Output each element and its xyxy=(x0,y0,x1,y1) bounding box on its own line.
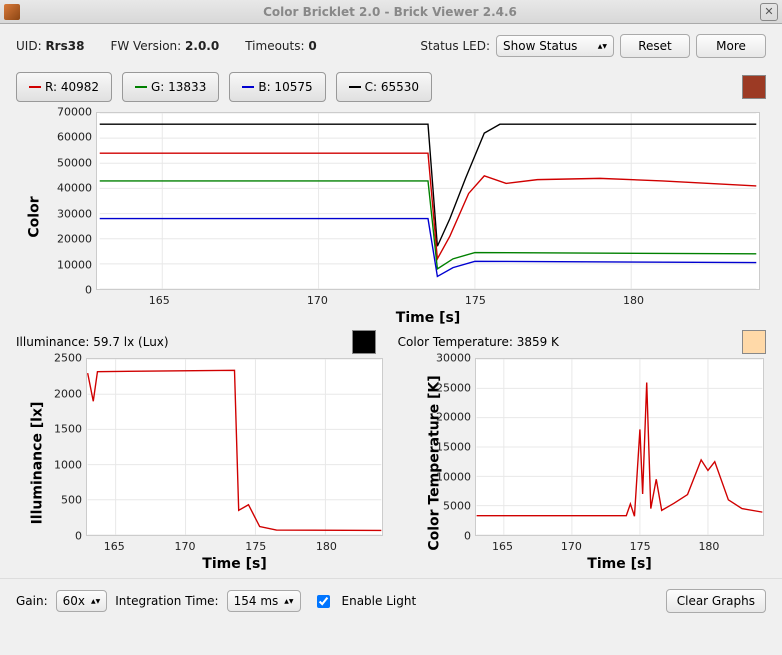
color-swatch xyxy=(742,75,766,99)
g-value-button[interactable]: G: 13833 xyxy=(122,72,219,102)
mid-row: Illuminance: 59.7 lx (Lux) Color Tempera… xyxy=(0,322,782,358)
gain-select[interactable]: 60x ▲▼ xyxy=(56,590,108,612)
info-row: UID: Rrs38 FW Version: 2.0.0 Timeouts: 0… xyxy=(0,24,782,64)
illum-ylabel: Illuminance [lx] xyxy=(29,402,45,525)
it-label: Integration Time: xyxy=(115,594,218,608)
enable-light-checkbox[interactable] xyxy=(317,595,330,608)
b-dash-icon xyxy=(242,86,254,88)
bottom-charts: Illuminance [lx] 05001000150020002500165… xyxy=(0,358,782,568)
chevron-updown-icon: ▲▼ xyxy=(91,599,100,604)
chevron-updown-icon: ▲▼ xyxy=(284,599,293,604)
more-button[interactable]: More xyxy=(696,34,766,58)
main-ylabel: Color xyxy=(27,196,43,237)
g-dash-icon xyxy=(135,86,147,88)
c-value-button[interactable]: C: 65530 xyxy=(336,72,432,102)
main-chart-svg xyxy=(96,112,760,290)
statusled-select[interactable]: Show Status ▲▼ xyxy=(496,35,614,57)
window-title: Color Bricklet 2.0 - Brick Viewer 2.4.6 xyxy=(20,5,760,19)
b-value-button[interactable]: B: 10575 xyxy=(229,72,325,102)
app-icon xyxy=(4,4,20,20)
ct-chart-svg xyxy=(475,358,764,536)
ct-ylabel: Color Temperature [K] xyxy=(427,375,443,550)
titlebar: Color Bricklet 2.0 - Brick Viewer 2.4.6 … xyxy=(0,0,782,24)
clear-graphs-button[interactable]: Clear Graphs xyxy=(666,589,766,613)
ct-swatch xyxy=(742,330,766,354)
r-dash-icon xyxy=(29,86,41,88)
reset-button[interactable]: Reset xyxy=(620,34,690,58)
value-row: R: 40982 G: 13833 B: 10575 C: 65530 xyxy=(0,64,782,110)
ct-chart: Color Temperature [K] 050001000015000200… xyxy=(397,358,766,568)
fw-label: FW Version: 2.0.0 xyxy=(110,39,219,53)
illum-xlabel: Time [s] xyxy=(86,556,383,572)
main-chart: Color 0100002000030000400005000060000700… xyxy=(16,112,766,322)
it-select[interactable]: 154 ms ▲▼ xyxy=(227,590,301,612)
c-dash-icon xyxy=(349,86,361,88)
illum-chart-svg xyxy=(86,358,383,536)
statusled-label: Status LED: xyxy=(420,39,490,53)
illum-label: Illuminance: 59.7 lx (Lux) xyxy=(16,335,169,349)
timeouts-label: Timeouts: 0 xyxy=(245,39,317,53)
gain-label: Gain: xyxy=(16,594,48,608)
uid-label: UID: Rrs38 xyxy=(16,39,84,53)
chevron-updown-icon: ▲▼ xyxy=(598,44,607,49)
r-value-button[interactable]: R: 40982 xyxy=(16,72,112,102)
main-xlabel: Time [s] xyxy=(96,310,760,326)
controls-row: Gain: 60x ▲▼ Integration Time: 154 ms ▲▼… xyxy=(0,578,782,623)
illum-swatch xyxy=(352,330,376,354)
illum-chart: Illuminance [lx] 05001000150020002500165… xyxy=(16,358,385,568)
enable-light-label[interactable]: Enable Light xyxy=(342,594,417,608)
close-icon[interactable]: ✕ xyxy=(760,3,778,21)
ct-xlabel: Time [s] xyxy=(475,556,764,572)
ct-label: Color Temperature: 3859 K xyxy=(398,335,559,349)
